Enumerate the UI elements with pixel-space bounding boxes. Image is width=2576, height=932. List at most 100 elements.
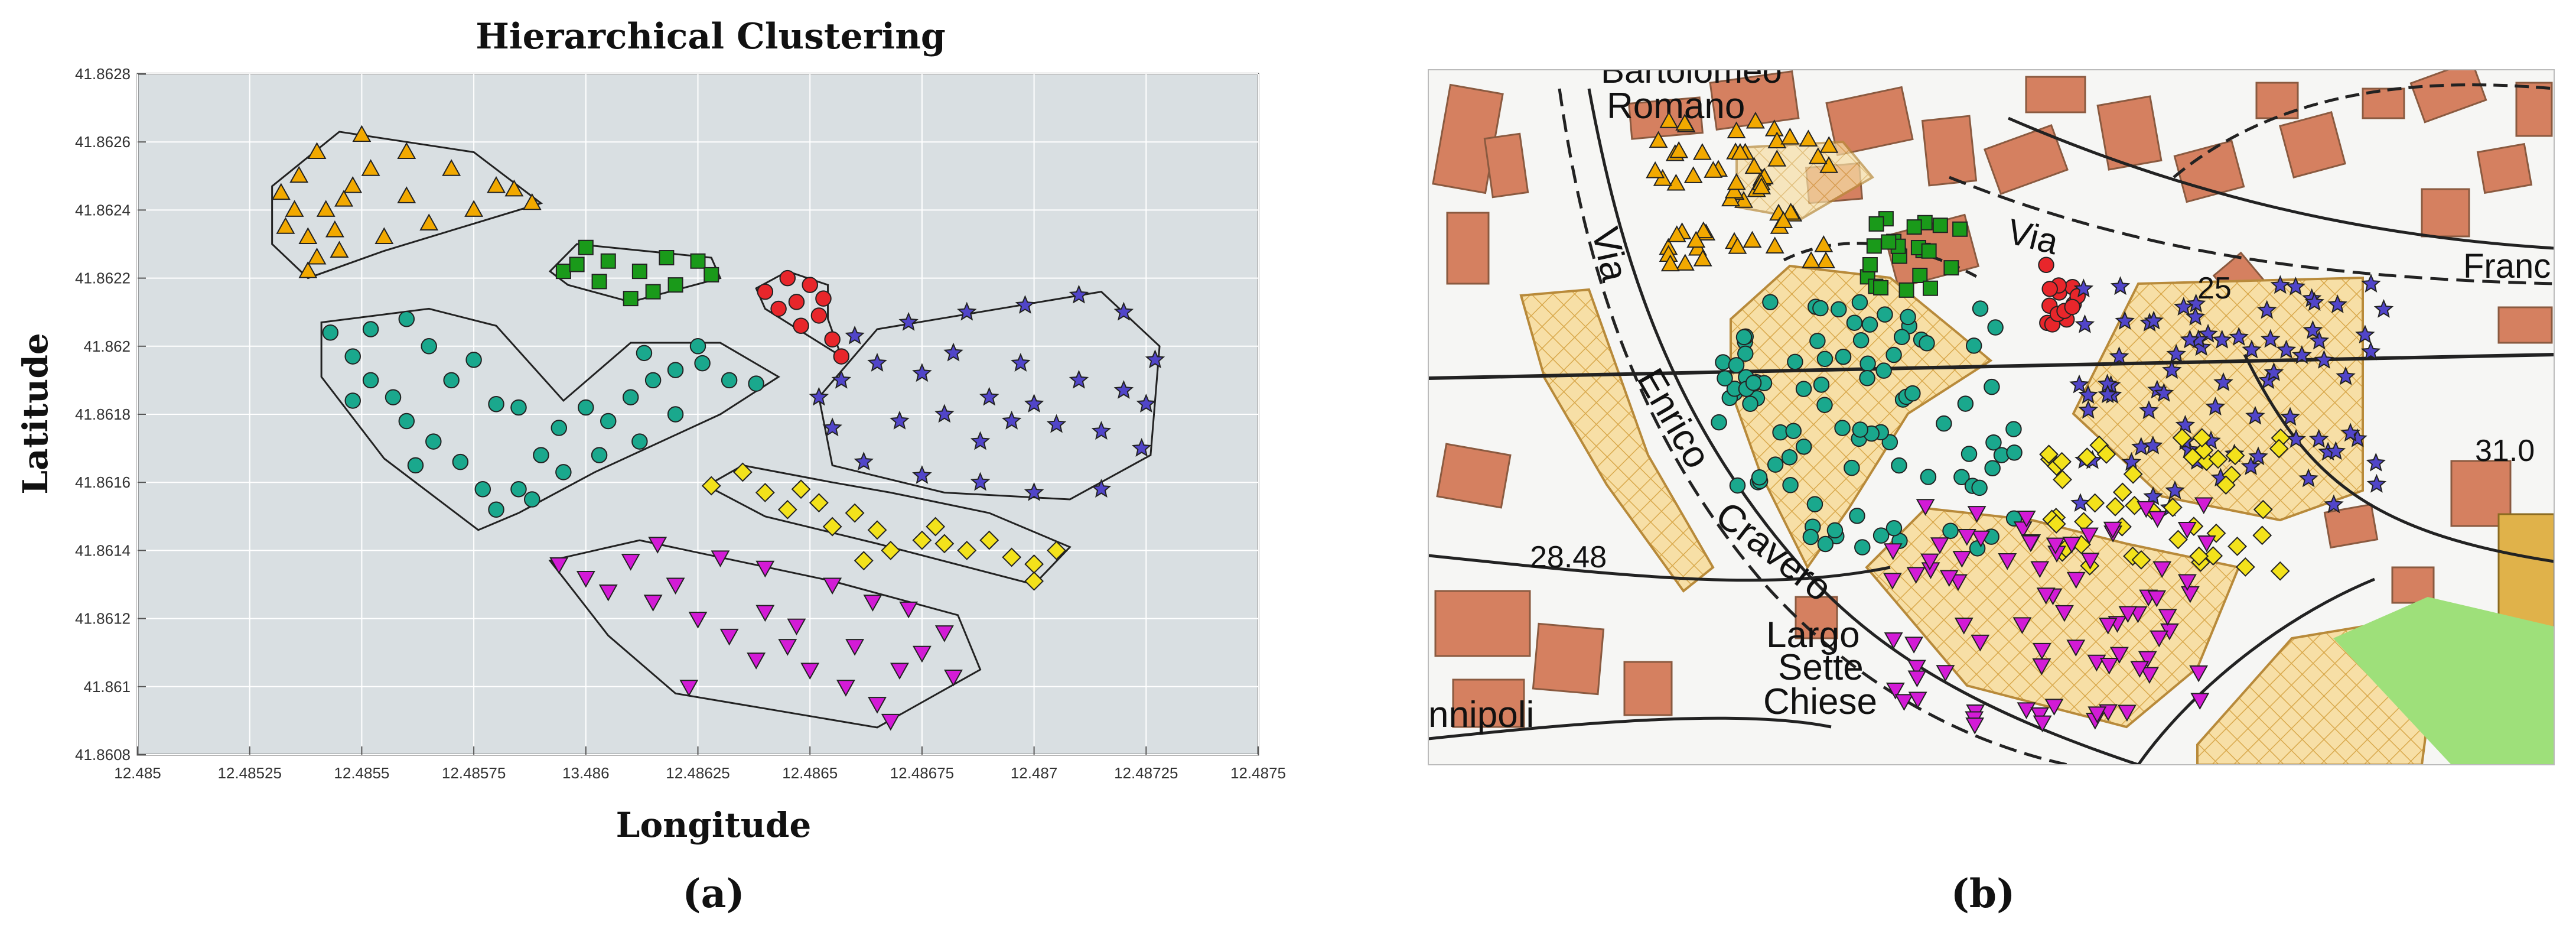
map-building xyxy=(2096,95,2163,171)
point-purple xyxy=(970,431,991,450)
point-teal xyxy=(600,413,617,430)
point-purple xyxy=(1113,380,1134,399)
map-point-magenta xyxy=(1936,665,1955,682)
point-magenta xyxy=(944,670,963,687)
point-teal xyxy=(385,389,402,405)
map-point-magenta xyxy=(1957,529,1976,546)
point-green xyxy=(623,291,639,307)
map-point-purple xyxy=(2180,329,2200,349)
map-point-purple xyxy=(2340,423,2360,442)
point-orange xyxy=(361,159,380,176)
point-orange xyxy=(397,142,416,159)
point-magenta xyxy=(666,577,685,595)
map-point-purple xyxy=(2245,405,2265,425)
map-point-purple xyxy=(2110,276,2131,295)
point-magenta xyxy=(648,537,667,554)
map-point-magenta xyxy=(1904,637,1924,654)
map-point-magenta xyxy=(2147,590,2167,608)
map-building xyxy=(2362,87,2405,119)
map-point-purple xyxy=(2308,428,2329,448)
point-magenta xyxy=(800,663,820,680)
map-point-magenta xyxy=(2139,667,2159,684)
map-point-yellow xyxy=(2208,449,2228,469)
map-building xyxy=(1452,678,1525,728)
map-point-yellow xyxy=(2172,428,2192,448)
point-yellow xyxy=(732,462,753,482)
point-teal xyxy=(510,480,527,498)
map-point-red xyxy=(2038,256,2054,274)
point-purple xyxy=(1001,410,1022,430)
map-point-orange xyxy=(1808,147,1828,164)
map-label-franco: Franc xyxy=(2463,247,2551,285)
map-label-nnipoli: nnipoli xyxy=(1428,694,1534,735)
point-purple xyxy=(1145,349,1165,369)
hull-purple xyxy=(818,291,1161,501)
point-teal xyxy=(689,338,706,355)
map-point-teal xyxy=(1826,522,1844,539)
map-point-purple xyxy=(2248,446,2268,466)
map-point-yellow xyxy=(2235,557,2255,577)
map-point-orange xyxy=(1752,177,1771,194)
point-teal xyxy=(555,464,572,480)
map-point-teal xyxy=(2006,444,2023,461)
map-point-teal xyxy=(1859,355,1876,372)
map-point-purple xyxy=(2162,360,2182,379)
point-magenta xyxy=(755,560,775,578)
map-point-magenta xyxy=(1930,537,1949,554)
point-red xyxy=(802,277,818,293)
point-purple xyxy=(1113,301,1134,321)
map-point-teal xyxy=(1852,332,1870,349)
map-point-teal xyxy=(1851,294,1868,311)
y-tick-label: 41.8616 xyxy=(75,473,131,491)
map-point-yellow xyxy=(2039,444,2059,465)
map-cluster-points xyxy=(1646,111,2394,735)
point-purple xyxy=(1069,369,1089,389)
map-point-magenta xyxy=(1906,567,1926,584)
map-point-green xyxy=(1943,260,1959,276)
point-orange xyxy=(504,179,524,197)
point-orange xyxy=(487,176,506,193)
map-point-teal xyxy=(1737,345,1754,362)
map-point-teal xyxy=(1984,378,2000,395)
map-point-purple xyxy=(2242,339,2262,359)
map-point-teal xyxy=(1904,385,1921,402)
point-orange xyxy=(352,125,372,142)
x-tick-label: 12.4875 xyxy=(1230,764,1286,782)
map-point-yellow xyxy=(2225,446,2245,466)
map-point-teal xyxy=(1728,357,1745,374)
map-building xyxy=(1434,590,1531,657)
y-tick-label: 41.8608 xyxy=(75,746,131,764)
x-tick-label: 12.48725 xyxy=(1114,764,1178,782)
point-yellow xyxy=(1047,540,1066,560)
map-point-magenta xyxy=(1971,634,1990,652)
map-point-purple xyxy=(2165,480,2185,499)
map-point-magenta xyxy=(2130,661,2150,678)
hull-magenta xyxy=(548,539,982,729)
map-point-magenta xyxy=(1884,632,1903,650)
map-point-magenta xyxy=(2158,609,2177,626)
map-point-teal xyxy=(1834,420,1851,436)
map-point-magenta xyxy=(1949,574,1968,592)
map-point-yellow xyxy=(2168,530,2188,550)
map-point-yellow xyxy=(2163,498,2183,517)
map-point-magenta xyxy=(2189,665,2209,683)
point-purple xyxy=(1024,482,1044,501)
hull-teal xyxy=(320,307,780,531)
map-point-purple xyxy=(2139,400,2159,420)
point-teal xyxy=(488,501,504,518)
map-building xyxy=(2409,70,2487,124)
map-point-purple xyxy=(2309,330,2330,350)
map-point-magenta xyxy=(2033,715,2052,733)
map-point-magenta xyxy=(1907,660,1926,677)
map-point-purple xyxy=(2286,428,2306,448)
map-point-purple xyxy=(2373,298,2394,318)
map-point-orange xyxy=(1659,111,1679,128)
map-point-teal xyxy=(1885,519,1903,537)
map-point-magenta xyxy=(2098,618,2118,635)
point-purple xyxy=(934,404,955,423)
point-teal xyxy=(398,413,415,430)
map-point-teal xyxy=(1767,456,1784,473)
map-point-magenta xyxy=(2046,537,2065,555)
point-yellow xyxy=(979,530,999,550)
point-orange xyxy=(298,261,318,278)
